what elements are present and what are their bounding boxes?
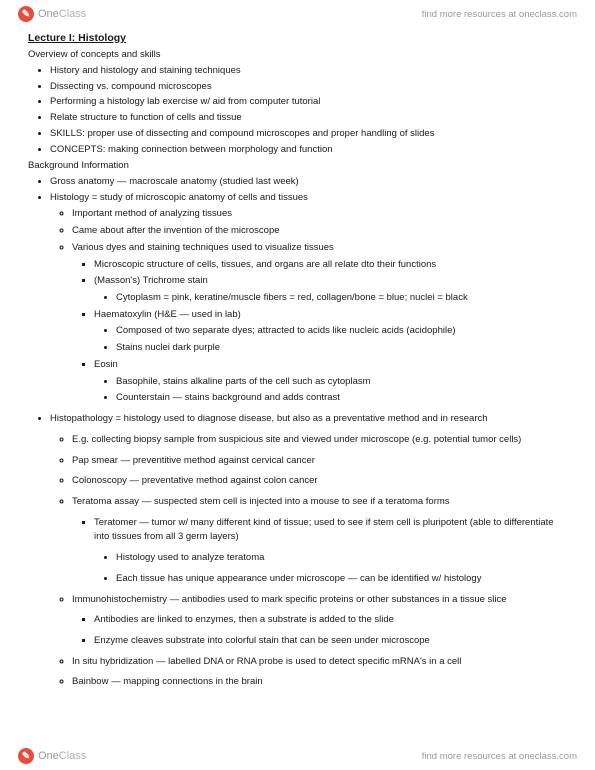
list-item: Various dyes and staining techniques use…	[72, 241, 567, 406]
background-list: Gross anatomy — macroscale anatomy (stud…	[28, 175, 567, 406]
list-item: Cytoplasm = pink, keratine/muscle fibers…	[116, 291, 567, 306]
pencil-icon: ✎	[18, 6, 34, 22]
list-item: CONCEPTS: making connection between morp…	[50, 143, 567, 158]
list-item: Histopathology = histology used to diagn…	[50, 412, 567, 690]
document-body: Lecture I: Histology Overview of concept…	[0, 28, 595, 726]
list-item-text: Haematoxylin (H&E — used in lab)	[94, 309, 241, 320]
list-item: Gross anatomy — macroscale anatomy (stud…	[50, 175, 567, 190]
list-item: Histology used to analyze teratoma	[116, 551, 567, 566]
brand-name-one: One	[38, 750, 59, 762]
list-item: Haematoxylin (H&E — used in lab) Compose…	[94, 308, 567, 356]
list-item: Microscopic structure of cells, tissues,…	[94, 258, 567, 273]
list-item: Relate structure to function of cells an…	[50, 111, 567, 126]
list-item: Eosin Basophile, stains alkaline parts o…	[94, 358, 567, 406]
brand-logo-footer: ✎ OneClass	[18, 748, 86, 764]
list-item: Enzyme cleaves substrate into colorful s…	[94, 634, 567, 649]
background-heading: Background Information	[28, 159, 567, 174]
list-item: Counterstain — stains background and add…	[116, 391, 567, 406]
histopathology-list: Histopathology = histology used to diagn…	[28, 412, 567, 690]
list-item: In situ hybridization — labelled DNA or …	[72, 655, 567, 670]
list-item-text: Teratomer — tumor w/ many different kind…	[94, 517, 554, 543]
list-item: Each tissue has unique appearance under …	[116, 572, 567, 587]
list-item: Performing a histology lab exercise w/ a…	[50, 95, 567, 110]
brand-name-one: One	[38, 8, 59, 20]
list-item: SKILLS: proper use of dissecting and com…	[50, 127, 567, 142]
list-item: History and histology and staining techn…	[50, 64, 567, 79]
list-item: Teratoma assay — suspected stem cell is …	[72, 495, 567, 587]
pencil-icon: ✎	[18, 748, 34, 764]
list-item: Basophile, stains alkaline parts of the …	[116, 375, 567, 390]
list-item: Antibodies are linked to enzymes, then a…	[94, 613, 567, 628]
overview-heading: Overview of concepts and skills	[28, 48, 567, 63]
list-item: E.g. collecting biopsy sample from suspi…	[72, 433, 567, 448]
list-item: Immunohistochemistry — antibodies used t…	[72, 593, 567, 649]
list-item-text: Histopathology = histology used to diagn…	[50, 413, 488, 424]
list-item-text: Eosin	[94, 359, 118, 370]
brand-name-class: Class	[59, 8, 87, 20]
list-item: Came about after the invention of the mi…	[72, 224, 567, 239]
list-item: Colonoscopy — preventative method agains…	[72, 474, 567, 489]
list-item: Stains nuclei dark purple	[116, 341, 567, 356]
header-tagline: find more resources at oneclass.com	[422, 9, 577, 20]
list-item: Composed of two separate dyes; attracted…	[116, 324, 567, 339]
list-item: Important method of analyzing tissues	[72, 207, 567, 222]
list-item: Bainbow — mapping connections in the bra…	[72, 675, 567, 690]
list-item-text: Teratoma assay — suspected stem cell is …	[72, 496, 450, 507]
lecture-title: Lecture I: Histology	[28, 30, 567, 46]
brand-name-class: Class	[59, 750, 87, 762]
list-item-text: (Masson's) Trichrome stain	[94, 275, 208, 286]
list-item-text: Various dyes and staining techniques use…	[72, 242, 334, 253]
page-footer: ✎ OneClass find more resources at onecla…	[0, 742, 595, 770]
overview-list: History and histology and staining techn…	[28, 64, 567, 157]
list-item-text: Immunohistochemistry — antibodies used t…	[72, 594, 507, 605]
brand-name: OneClass	[38, 8, 86, 20]
list-item-text: Histology = study of microscopic anatomy…	[50, 192, 308, 203]
list-item: Teratomer — tumor w/ many different kind…	[94, 516, 567, 587]
list-item: Pap smear — preventitive method against …	[72, 454, 567, 469]
brand-name-footer: OneClass	[38, 750, 86, 762]
brand-logo: ✎ OneClass	[18, 6, 86, 22]
list-item: (Masson's) Trichrome stain Cytoplasm = p…	[94, 274, 567, 305]
list-item: Histology = study of microscopic anatomy…	[50, 191, 567, 406]
footer-tagline: find more resources at oneclass.com	[422, 751, 577, 762]
page-header: ✎ OneClass find more resources at onecla…	[0, 0, 595, 28]
list-item: Dissecting vs. compound microscopes	[50, 80, 567, 95]
